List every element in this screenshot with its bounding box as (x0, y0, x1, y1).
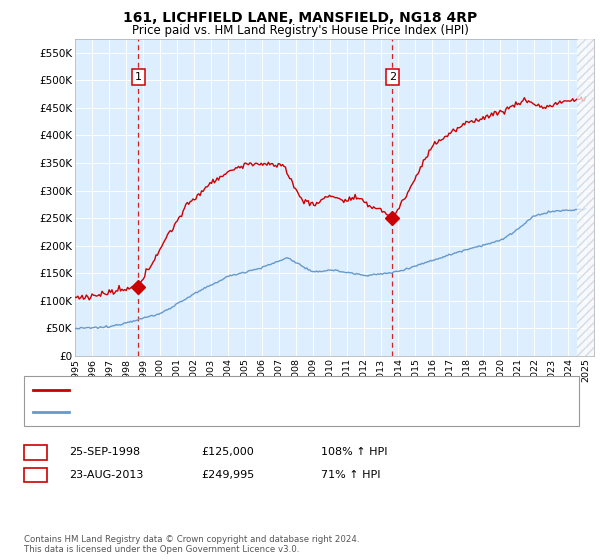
Text: 1: 1 (135, 72, 142, 82)
Text: 71% ↑ HPI: 71% ↑ HPI (321, 470, 380, 480)
Text: 108% ↑ HPI: 108% ↑ HPI (321, 447, 388, 458)
Text: HPI: Average price, detached house, Mansfield: HPI: Average price, detached house, Mans… (75, 407, 308, 417)
Text: 2: 2 (389, 72, 396, 82)
Text: Price paid vs. HM Land Registry's House Price Index (HPI): Price paid vs. HM Land Registry's House … (131, 24, 469, 36)
Text: 23-AUG-2013: 23-AUG-2013 (69, 470, 143, 480)
Text: 25-SEP-1998: 25-SEP-1998 (69, 447, 140, 458)
Text: £125,000: £125,000 (201, 447, 254, 458)
Text: 161, LICHFIELD LANE, MANSFIELD, NG18 4RP (detached house): 161, LICHFIELD LANE, MANSFIELD, NG18 4RP… (75, 385, 392, 395)
Text: £249,995: £249,995 (201, 470, 254, 480)
Text: 1: 1 (32, 447, 39, 458)
Text: 2: 2 (32, 470, 39, 480)
Text: Contains HM Land Registry data © Crown copyright and database right 2024.
This d: Contains HM Land Registry data © Crown c… (24, 535, 359, 554)
Text: 161, LICHFIELD LANE, MANSFIELD, NG18 4RP: 161, LICHFIELD LANE, MANSFIELD, NG18 4RP (123, 11, 477, 25)
